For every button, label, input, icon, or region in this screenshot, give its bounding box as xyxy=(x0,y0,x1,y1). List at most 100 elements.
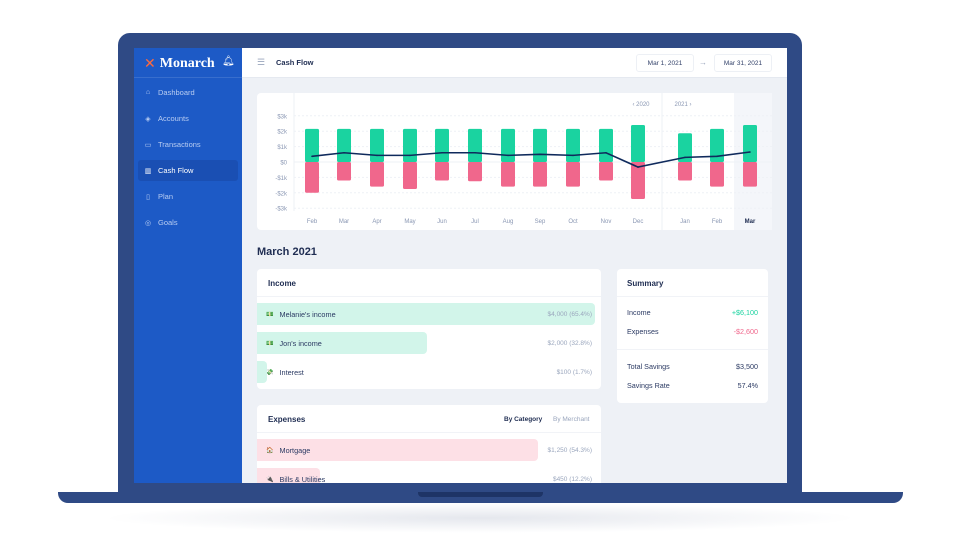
income-bar xyxy=(599,128,613,162)
net-point xyxy=(716,155,718,158)
date-to-input[interactable]: Mar 31, 2021 xyxy=(714,54,772,72)
y-tick-label: -$3k xyxy=(275,207,288,213)
row-name: Jon's income xyxy=(279,338,322,348)
date-from-input[interactable]: Mar 1, 2021 xyxy=(636,54,694,72)
row-label: 🏠 Mortgage xyxy=(266,446,310,455)
income-bar xyxy=(468,128,482,162)
net-point xyxy=(474,151,476,154)
x-tick-label: Jun xyxy=(437,219,447,225)
expense-bar xyxy=(678,162,692,181)
map-icon: ▯ xyxy=(146,193,150,201)
menu-icon[interactable]: ☰ xyxy=(257,57,266,67)
row-name: Mortgage xyxy=(279,445,311,455)
bell-icon[interactable]: 🔔︎ xyxy=(222,56,235,67)
divider xyxy=(134,77,242,78)
net-point xyxy=(311,155,313,158)
cash-flow-chart: $3k $2k $1k $0 -$1k -$2k -$3k ‹ 2020 2021 › Feb Ma… xyxy=(275,93,772,230)
home-icon: ⌂ xyxy=(145,89,151,96)
net-point xyxy=(605,151,607,154)
x-tick-label: Jan xyxy=(680,219,690,225)
row-label: 💸 Interest xyxy=(266,368,304,377)
expenses-card: Expenses By Category By Merchant 🏠 Mortga… xyxy=(257,405,601,483)
share-bar xyxy=(257,332,427,354)
x-tick-label: Aug xyxy=(503,219,514,225)
x-tick-label: Oct xyxy=(568,219,578,225)
divider xyxy=(617,349,768,350)
net-point xyxy=(572,154,574,157)
net-point xyxy=(409,154,411,157)
expense-bar xyxy=(533,162,547,187)
net-point xyxy=(376,154,378,157)
net-point xyxy=(684,156,686,159)
income-bar xyxy=(501,128,515,162)
income-row[interactable]: 💵 Jon's income $2,000 (32.8%) xyxy=(257,332,601,354)
income-bar xyxy=(566,128,580,162)
bar-chart-icon: ▥ xyxy=(144,167,152,175)
income-row[interactable]: 💵 Melanie's income $4,000 (65.4%) xyxy=(257,303,601,325)
laptop-notch xyxy=(418,492,543,497)
top-bar: ☰ Cash Flow Mar 1, 2021 → Mar 31, 2021 xyxy=(242,48,787,78)
expense-bar xyxy=(305,162,319,193)
row-label: 🔌 Bills & Utilities xyxy=(266,475,325,484)
y-tick-label: $0 xyxy=(280,161,287,167)
logo[interactable]: ✕ Monarch xyxy=(144,56,215,72)
net-point xyxy=(507,154,509,157)
target-icon: ◎ xyxy=(144,219,152,227)
sidebar-item-transactions[interactable]: ▭ Transactions xyxy=(144,140,201,149)
income-bar xyxy=(337,128,351,162)
row-amount: $4,000 (65.4%) xyxy=(547,310,592,318)
divider xyxy=(617,296,768,297)
laptop-shadow xyxy=(100,503,860,533)
sidebar-item-goals[interactable]: ◎ Goals xyxy=(144,218,178,227)
income-row[interactable]: 💸 Interest $100 (1.7%) xyxy=(257,361,601,383)
net-line xyxy=(311,151,751,168)
expense-bar xyxy=(501,162,515,187)
expense-bar xyxy=(468,162,482,182)
page-title: Cash Flow xyxy=(276,58,314,67)
sidebar-item-accounts[interactable]: ◈ Accounts xyxy=(145,114,189,123)
layers-icon: ◈ xyxy=(145,115,151,123)
row-amount: $450 (12.2%) xyxy=(552,475,592,483)
row-amount: $100 (1.7%) xyxy=(556,368,592,376)
income-bar xyxy=(743,125,757,162)
expenses-title: Expenses xyxy=(268,415,306,424)
tab-by-merchant[interactable]: By Merchant xyxy=(553,416,590,423)
prev-year-button[interactable]: ‹ 2020 xyxy=(632,102,650,108)
income-bar xyxy=(305,128,319,162)
net-point xyxy=(749,151,751,153)
money-icon: 💵 xyxy=(266,311,274,318)
net-point xyxy=(637,166,639,168)
row-amount: $1,250 (54.3%) xyxy=(547,446,592,454)
expense-bar xyxy=(743,162,757,187)
expenses-row[interactable]: 🏠 Mortgage $1,250 (54.3%) xyxy=(257,439,601,461)
expense-bar xyxy=(370,162,384,187)
income-bar xyxy=(533,128,547,162)
income-bar xyxy=(403,128,417,162)
row-name: Interest xyxy=(279,367,304,377)
row-name: Bills & Utilities xyxy=(279,474,326,484)
summary-savings-row: Total Savings $3,500 xyxy=(627,362,758,371)
sidebar-item-plan[interactable]: ▯ Plan xyxy=(138,186,238,207)
y-tick-label: -$1k xyxy=(275,176,288,182)
period-title: March 2021 xyxy=(257,246,317,258)
money-icon: 💵 xyxy=(266,340,274,347)
income-bar xyxy=(631,125,645,162)
divider xyxy=(257,296,601,297)
expense-bar xyxy=(710,162,724,187)
share-bar xyxy=(257,303,595,325)
tab-by-category[interactable]: By Category xyxy=(504,416,543,423)
expense-bar xyxy=(403,162,417,189)
monarch-logo-icon: ✕ xyxy=(144,56,156,72)
sidebar: ✕ Monarch 🔔︎ ⌂ Dashboard ◈ Accounts ▭ Transa… xyxy=(134,48,242,483)
x-tick-label: Dec xyxy=(633,219,644,225)
x-tick-label: Mar xyxy=(339,219,349,225)
sidebar-item-dashboard[interactable]: ⌂ Dashboard xyxy=(145,88,195,97)
expense-bar xyxy=(435,162,449,181)
laptop-base xyxy=(58,492,903,503)
summary-expenses-row: Expenses -$2,600 xyxy=(627,327,758,336)
next-year-button[interactable]: 2021 › xyxy=(674,102,691,108)
sidebar-item-cash-flow[interactable]: ▥ Cash Flow xyxy=(138,160,238,181)
expenses-row[interactable]: 🔌 Bills & Utilities $450 (12.2%) xyxy=(257,468,601,483)
expense-bar xyxy=(566,162,580,187)
x-tick-label: Feb xyxy=(712,219,723,225)
